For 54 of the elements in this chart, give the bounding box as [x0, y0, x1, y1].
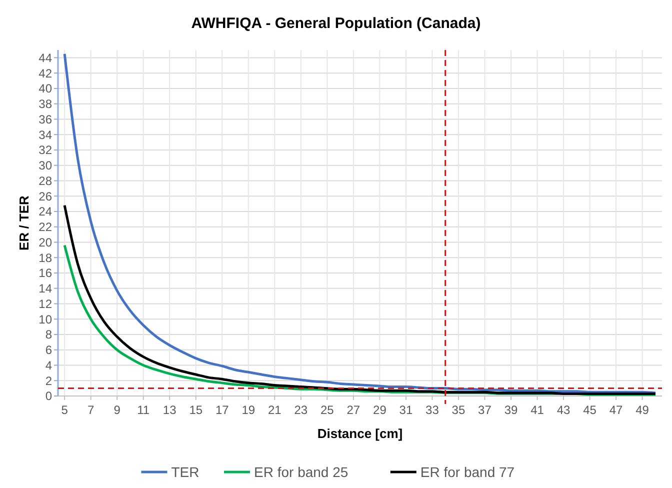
y-tick-label: 40	[38, 82, 52, 96]
y-tick-label: 28	[38, 174, 52, 188]
y-tick-label: 6	[45, 343, 52, 358]
y-tick-label: 36	[38, 112, 52, 126]
x-tick-label: 13	[162, 403, 177, 417]
y-tick-label: 8	[45, 328, 52, 342]
y-tick-label: 18	[38, 250, 52, 265]
x-tick-label: 5	[61, 403, 68, 417]
x-tick-label: 15	[189, 403, 203, 417]
x-tick-label: 7	[87, 403, 94, 417]
x-tick-label: 19	[242, 403, 256, 417]
y-tick-label: 14	[38, 282, 52, 296]
y-tick-label: 16	[38, 266, 52, 280]
x-tick-label: 29	[373, 403, 387, 417]
y-tick-label: 42	[38, 66, 52, 80]
y-tick-label: 2	[45, 374, 52, 388]
x-tick-label: 25	[320, 403, 334, 417]
legend-label: TER	[171, 464, 200, 480]
x-tick-label: 23	[294, 403, 308, 417]
y-tick-label: 34	[38, 128, 52, 142]
y-tick-label: 24	[38, 204, 52, 219]
x-tick-label: 39	[504, 403, 518, 417]
y-tick-label: 10	[38, 312, 52, 326]
y-tick-label: 4	[45, 358, 52, 372]
y-tick-label: 38	[38, 97, 52, 112]
x-tick-label: 27	[346, 403, 360, 417]
x-tick-label: 17	[215, 403, 230, 417]
chart-title: AWHFIQA - General Population (Canada)	[191, 15, 481, 32]
x-tick-label: 35	[452, 403, 466, 417]
y-tick-label: 26	[38, 189, 52, 204]
x-tick-label: 49	[636, 403, 650, 417]
x-tick-label: 37	[478, 403, 492, 417]
y-tick-label: 32	[38, 143, 52, 158]
x-tick-label: 33	[426, 403, 440, 417]
x-tick-label: 21	[268, 403, 282, 417]
y-tick-label: 0	[45, 389, 52, 404]
y-tick-label: 30	[38, 158, 52, 173]
x-tick-label: 11	[137, 403, 150, 417]
y-tick-label: 20	[38, 235, 52, 250]
x-tick-label: 9	[114, 403, 121, 417]
x-tick-label: 31	[399, 403, 413, 417]
y-axis-title: ER / TER	[16, 194, 32, 250]
legend-label: ER for band 25	[254, 464, 348, 480]
x-tick-label: 43	[556, 403, 571, 417]
line-series	[63, 204, 657, 395]
y-tick-label: 44	[38, 50, 52, 65]
line-series	[63, 52, 657, 394]
x-axis-title: Distance [cm]	[317, 426, 403, 441]
x-tick-label: 41	[530, 403, 544, 417]
x-tick-label: 45	[583, 403, 597, 417]
legend-label: ER for band 77	[420, 464, 515, 480]
y-tick-label: 22	[38, 220, 52, 234]
x-tick-label: 47	[609, 403, 624, 417]
y-tick-label: 12	[38, 296, 52, 311]
